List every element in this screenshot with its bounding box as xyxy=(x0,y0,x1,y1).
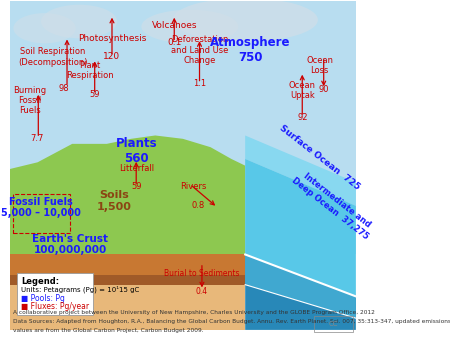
Text: Litterfall: Litterfall xyxy=(119,164,154,173)
Text: Volcanoes: Volcanoes xyxy=(152,21,197,30)
Text: Intermediate and
Deep Ocean  37,275: Intermediate and Deep Ocean 37,275 xyxy=(290,167,377,241)
Polygon shape xyxy=(245,136,356,206)
Text: 7.7: 7.7 xyxy=(30,134,44,143)
Text: Deforestation
and Land Use
Change: Deforestation and Land Use Change xyxy=(171,35,228,65)
Text: 0.8: 0.8 xyxy=(192,201,205,210)
Text: Surface Ocean  725: Surface Ocean 725 xyxy=(278,123,361,191)
FancyBboxPatch shape xyxy=(17,273,93,315)
Text: Ocean
Loss: Ocean Loss xyxy=(306,56,333,75)
Polygon shape xyxy=(10,285,245,330)
Polygon shape xyxy=(245,159,356,296)
Text: 98: 98 xyxy=(58,83,69,93)
Text: Fossil Fuels
5,000 – 10,000: Fossil Fuels 5,000 – 10,000 xyxy=(1,197,81,218)
Text: 92: 92 xyxy=(297,113,307,122)
Ellipse shape xyxy=(172,0,318,42)
Text: 59: 59 xyxy=(131,183,141,191)
Text: 1.1: 1.1 xyxy=(193,79,206,88)
Text: Units: Petagrams (Pg) = 10¹15 gC: Units: Petagrams (Pg) = 10¹15 gC xyxy=(21,286,140,293)
Text: 0.4: 0.4 xyxy=(196,287,208,296)
Text: Plants
560: Plants 560 xyxy=(115,137,157,165)
Text: Plant
Respiration: Plant Respiration xyxy=(66,61,113,80)
Text: CC: CC xyxy=(328,321,338,327)
Text: Soils
1,500: Soils 1,500 xyxy=(96,190,131,212)
Text: Soil Respiration
(Decomposition): Soil Respiration (Decomposition) xyxy=(18,47,88,67)
Text: 90: 90 xyxy=(319,85,329,94)
Ellipse shape xyxy=(141,10,238,43)
Text: 120: 120 xyxy=(104,52,121,61)
Polygon shape xyxy=(245,255,356,330)
Polygon shape xyxy=(10,255,245,274)
Text: Rivers: Rivers xyxy=(180,182,207,191)
Polygon shape xyxy=(10,274,245,285)
Text: ■ Pools: Pg: ■ Pools: Pg xyxy=(21,294,65,303)
Polygon shape xyxy=(10,136,245,255)
Text: 59: 59 xyxy=(90,90,100,99)
Text: Photosynthesis: Photosynthesis xyxy=(78,34,146,43)
Text: A collaborative project between the University of New Hampshire, Charles Univers: A collaborative project between the Univ… xyxy=(14,311,375,315)
Polygon shape xyxy=(245,255,356,318)
Text: Burning
Fossil
Fuels: Burning Fossil Fuels xyxy=(14,86,46,115)
Text: 0.1: 0.1 xyxy=(167,38,181,47)
Text: Earth's Crust
100,000,000: Earth's Crust 100,000,000 xyxy=(32,234,108,255)
Ellipse shape xyxy=(14,13,76,43)
Text: ■ Fluxes: Pg/year: ■ Fluxes: Pg/year xyxy=(21,303,90,311)
Text: Legend:: Legend: xyxy=(21,277,59,286)
Bar xyxy=(10,1,356,255)
Text: Atmosphere
750: Atmosphere 750 xyxy=(210,36,291,64)
Text: Data Sources: Adapted from Houghton, R.A., Balancing the Global Carbon Budget. A: Data Sources: Adapted from Houghton, R.A… xyxy=(14,319,450,324)
Ellipse shape xyxy=(41,5,117,38)
Text: values are from the Global Carbon Project, Carbon Budget 2009.: values are from the Global Carbon Projec… xyxy=(14,328,204,333)
Text: Ocean
Uptak: Ocean Uptak xyxy=(289,81,316,100)
Text: Burial to Sediments: Burial to Sediments xyxy=(164,269,240,278)
